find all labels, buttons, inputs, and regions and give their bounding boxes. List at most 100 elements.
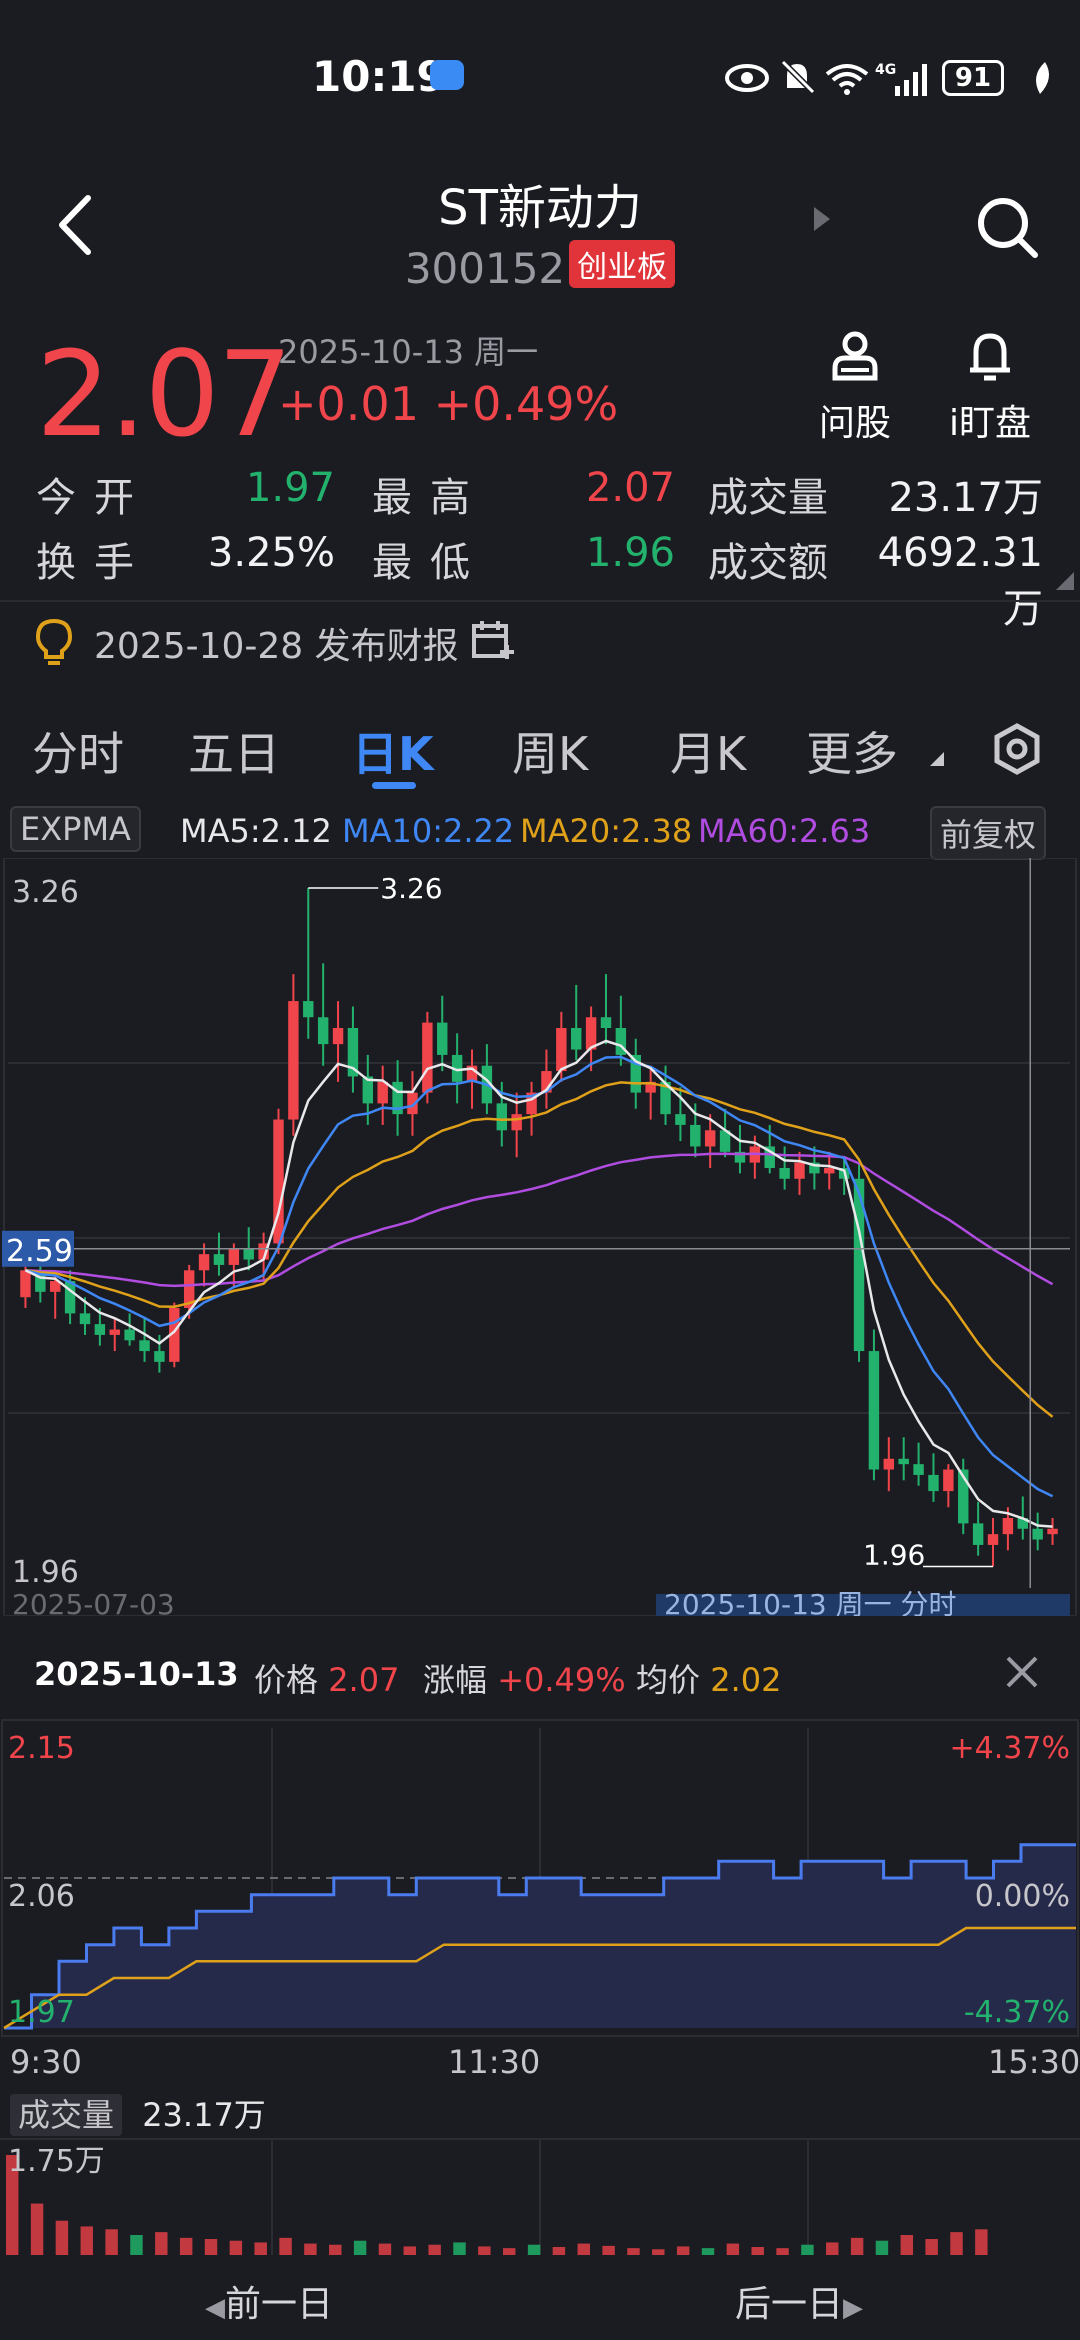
candle-body (109, 1329, 120, 1335)
volume-chart: 1.75万 (0, 2138, 1080, 2255)
volume-bar (428, 2244, 441, 2255)
open-label: 今开 (36, 475, 152, 521)
candle-body (332, 1028, 344, 1045)
volume-bar (229, 2240, 243, 2255)
close-button[interactable] (1002, 1652, 1042, 1692)
x-end-label: 2025-10-13 周一 分时 (664, 1588, 957, 1616)
y-top-label: 2.15 (8, 1731, 75, 1766)
ma5-line (24, 1039, 1053, 1528)
volume-bar (105, 2229, 118, 2255)
cloud-icon (430, 60, 464, 90)
report-row[interactable] (0, 600, 1080, 680)
search-button[interactable] (975, 195, 1039, 259)
ma20-line (25, 1081, 1054, 1418)
next-stock-icon[interactable] (812, 205, 832, 233)
y-min-label: 1.96 (12, 1555, 79, 1590)
candle-body (303, 1001, 314, 1018)
volume-bar (552, 2247, 566, 2255)
volume-bar (751, 2247, 764, 2255)
tab-five-day[interactable]: 五日 (188, 727, 280, 781)
volume-bar (80, 2226, 93, 2255)
next-day-label: 后一日 (735, 2284, 844, 2325)
dropdown-corner-icon (930, 752, 944, 766)
price-line (4, 1843, 1076, 2030)
candle-body (794, 1162, 805, 1179)
candle-body (779, 1168, 790, 1179)
tab-minute[interactable]: 分时 (32, 727, 124, 781)
candle-body (764, 1146, 775, 1168)
change-label: 涨幅 (423, 1661, 488, 1699)
tab-more[interactable]: 更多 (806, 727, 898, 781)
candle-body (571, 1028, 582, 1050)
wifi-icon (825, 64, 869, 88)
expand-corner-icon[interactable] (1056, 572, 1074, 590)
candle-body (437, 1022, 448, 1055)
calendar-add-icon[interactable] (470, 618, 514, 662)
next-day-button[interactable]: 后一日▶ (735, 2284, 864, 2325)
watch-button[interactable]: i盯盘 (940, 328, 1040, 446)
volume-bar (527, 2244, 541, 2255)
volume-bar (378, 2243, 392, 2255)
candle-body (660, 1081, 671, 1115)
price-value: 2.07 (328, 1661, 400, 1699)
volume-bar (726, 2243, 740, 2255)
open-value: 1.97 (245, 465, 335, 511)
candle-body (1002, 1518, 1014, 1535)
adjust-select[interactable]: 前复权 (930, 806, 1047, 860)
candle-body (868, 1351, 880, 1470)
lightbulb-icon (35, 618, 73, 665)
candle-body (169, 1308, 180, 1362)
price-label: 价格 (254, 1661, 319, 1699)
tab-daily-k[interactable]: 日K (352, 727, 434, 781)
volume-bar (950, 2232, 963, 2255)
crosshair-label-bg (2, 1230, 74, 1267)
network-type: 4G (875, 62, 896, 78)
volume-bar (204, 2239, 218, 2255)
candle-body (824, 1168, 835, 1174)
candle-body (809, 1162, 820, 1174)
volume-bar (875, 2240, 889, 2255)
candle-body (1017, 1518, 1028, 1529)
volume-bar (826, 2242, 839, 2255)
candle-body (526, 1092, 537, 1115)
intraday-info: 价格 2.07 (254, 1655, 399, 1701)
tab-weekly-k[interactable]: 周K (512, 727, 589, 781)
volume-bar (353, 2240, 367, 2255)
tab-monthly-k[interactable]: 月K (670, 727, 747, 781)
volume-label: 成交量 (708, 475, 828, 521)
volume-bar (850, 2237, 864, 2255)
volume-bar (676, 2246, 690, 2255)
pct-bottom-label: -4.37% (964, 1995, 1070, 2030)
bell-icon (970, 333, 1010, 381)
quote-date: 2025-10-13 周一 (278, 333, 539, 371)
settings-icon[interactable] (990, 722, 1044, 776)
ma5-label: MA5:2.12 (180, 812, 332, 850)
intraday-border (1, 1719, 1079, 2037)
watch-label: i盯盘 (948, 403, 1031, 444)
volume-bar (30, 2203, 44, 2255)
candle-body (273, 1119, 284, 1244)
avg-value: 2.02 (710, 1661, 782, 1699)
candle-body (20, 1270, 31, 1298)
prev-day-button[interactable]: ◀前一日 (205, 2284, 334, 2325)
candle-body (585, 1017, 597, 1050)
candle-body (422, 1022, 433, 1093)
candle-body (928, 1474, 939, 1492)
ma10-line (25, 1055, 1054, 1498)
signal-icon (895, 86, 900, 96)
change-percent: +0.49% (433, 377, 619, 431)
turnover-label: 换手 (36, 540, 152, 586)
indicator-select[interactable]: EXPMA (10, 806, 141, 852)
battery-indicator: 91 (942, 60, 1004, 96)
intraday-chart[interactable]: 2.15 2.06 1.97 +4.37% 0.00% -4.37% (0, 1718, 1080, 2038)
low-marker: 1.96 (863, 1538, 925, 1571)
amount-value: 4692.31万 (877, 530, 1043, 632)
candle-body (496, 1103, 507, 1131)
ask-stock-button[interactable]: 问股 (810, 328, 900, 446)
candle-body (883, 1458, 895, 1470)
candle-body (317, 1017, 329, 1045)
back-button[interactable] (50, 190, 110, 260)
status-time: 10:19 (312, 52, 446, 101)
volume-bar (478, 2246, 491, 2255)
